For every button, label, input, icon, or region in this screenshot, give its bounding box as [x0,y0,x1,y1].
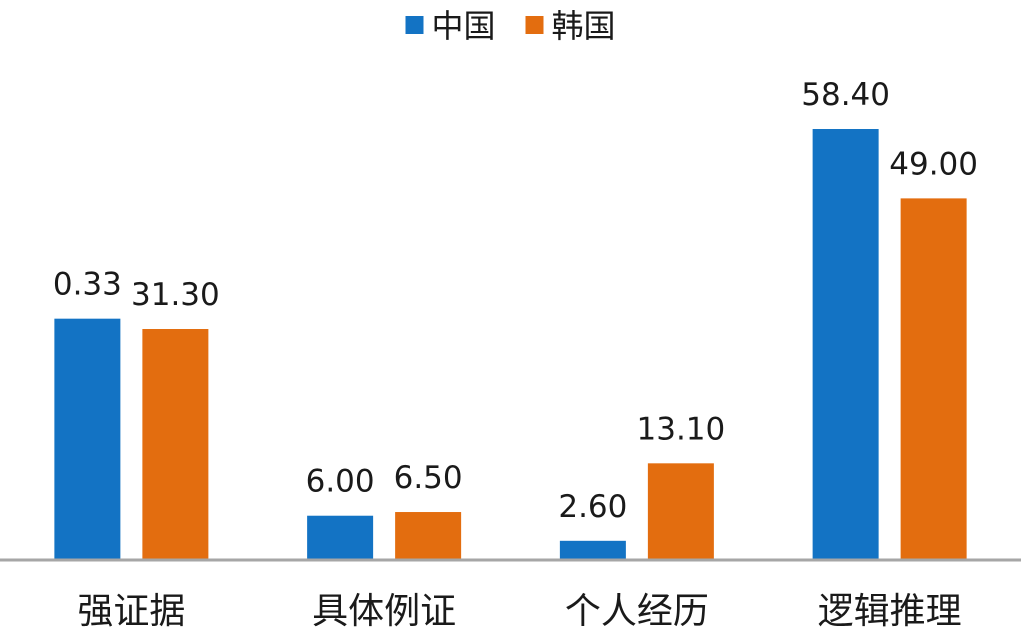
legend-swatch-korea [525,16,544,34]
legend-label-korea: 韩国 [552,7,616,45]
legend-swatch-china [405,16,424,34]
value-label: 31.30 [131,277,220,313]
category-label: 具体例证 [312,591,456,632]
bar-korea-2 [647,463,714,560]
value-label: 13.10 [637,411,726,447]
value-label: 58.40 [801,77,890,113]
value-label: 0.33 [53,267,122,303]
bar-korea-0 [142,329,209,560]
value-label: 6.00 [306,464,375,500]
bar-china-0 [54,318,121,560]
value-label: 6.50 [394,460,463,496]
legend: 中国 韩国 [405,7,616,45]
legend-label-china: 中国 [432,7,496,45]
category-label: 逻辑推理 [818,591,962,632]
bar-korea-3 [900,198,967,560]
bar-china-3 [812,129,879,560]
bar-china-1 [307,515,374,560]
bars [54,129,967,560]
value-label: 49.00 [889,146,978,182]
category-label: 强证据 [77,591,185,632]
category-labels: 强证据 具体例证 个人经历 逻辑推理 [77,591,961,632]
bar-korea-1 [395,512,462,560]
bar-china-2 [559,540,626,560]
value-labels: 0.33 31.30 6.00 6.50 2.60 13.10 58.40 49.00 [53,77,978,525]
value-label: 2.60 [558,489,627,525]
category-label: 个人经历 [565,591,709,632]
